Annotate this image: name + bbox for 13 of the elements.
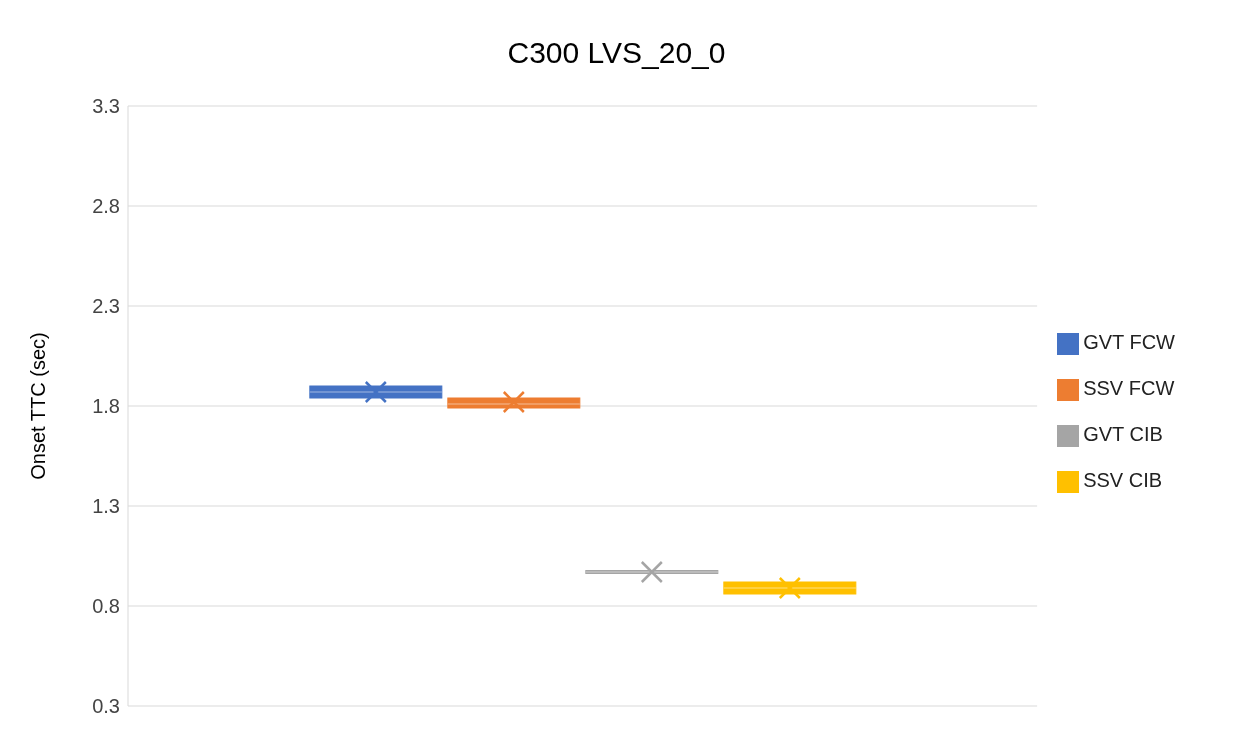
y-tick-label: 3.3	[92, 95, 120, 118]
legend-label: SSV FCW	[1083, 377, 1175, 399]
y-tick-label: 1.8	[92, 395, 120, 418]
y-tick-label: 0.3	[92, 695, 120, 718]
chart-title: C300 LVS_20_0	[506, 35, 727, 71]
legend-label: SSV CIB	[1083, 469, 1163, 491]
y-tick-label: 2.8	[92, 195, 120, 218]
legend-label: GVT CIB	[1083, 423, 1163, 445]
y-tick-label: 0.8	[92, 595, 120, 618]
y-tick-label: 2.3	[92, 295, 120, 318]
y-axis-title: Onset TTC (sec)	[27, 332, 50, 480]
y-tick-label: 1.3	[92, 495, 120, 518]
legend-label: GVT FCW	[1083, 331, 1175, 353]
